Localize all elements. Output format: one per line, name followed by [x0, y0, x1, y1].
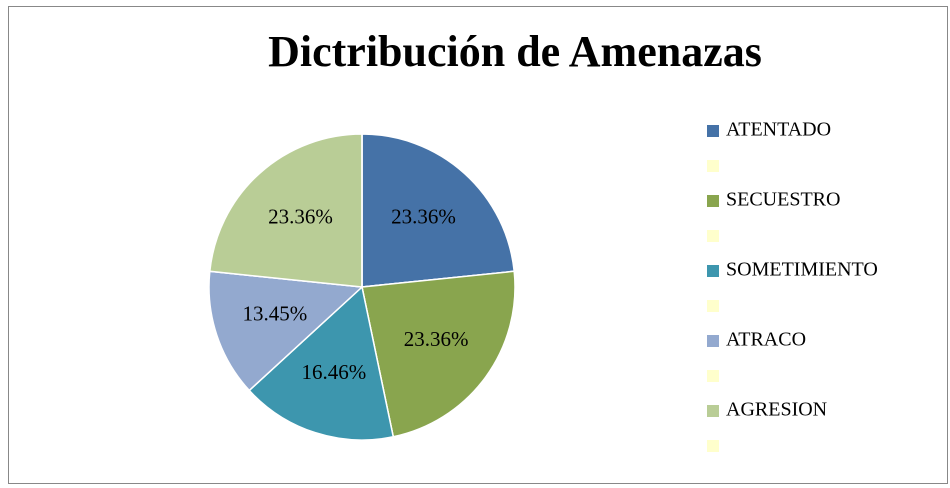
- data-label: 13.45%: [242, 302, 307, 326]
- legend-swatch: [707, 370, 719, 382]
- data-label: 23.36%: [391, 205, 456, 229]
- legend-swatch: [707, 335, 719, 347]
- legend-swatch: [707, 405, 719, 417]
- legend-swatch: [707, 300, 719, 312]
- legend-swatch: [707, 440, 719, 452]
- legend-label: ATRACO: [726, 329, 806, 351]
- legend-label: AGRESION: [726, 399, 827, 421]
- legend-swatch: [707, 160, 719, 172]
- data-label: 16.46%: [302, 360, 367, 384]
- legend-label: SOMETIMIENTO: [726, 259, 878, 281]
- legend-swatch: [707, 125, 719, 137]
- pie-slice: [248, 285, 395, 441]
- legend-label: ATENTADO: [726, 119, 831, 141]
- data-label: 23.36%: [404, 327, 469, 351]
- pie-slice: [208, 133, 363, 288]
- legend-swatch: [707, 195, 719, 207]
- pie-slice: [208, 270, 364, 392]
- legend-swatch: [707, 230, 719, 242]
- pie-slice: [361, 133, 516, 288]
- data-label: 23.36%: [268, 205, 333, 229]
- pie-slice: [361, 270, 516, 438]
- legend-label: SECUESTRO: [726, 189, 840, 211]
- chart-title: Dictribución de Amenazas: [268, 27, 762, 76]
- legend-swatch: [707, 265, 719, 277]
